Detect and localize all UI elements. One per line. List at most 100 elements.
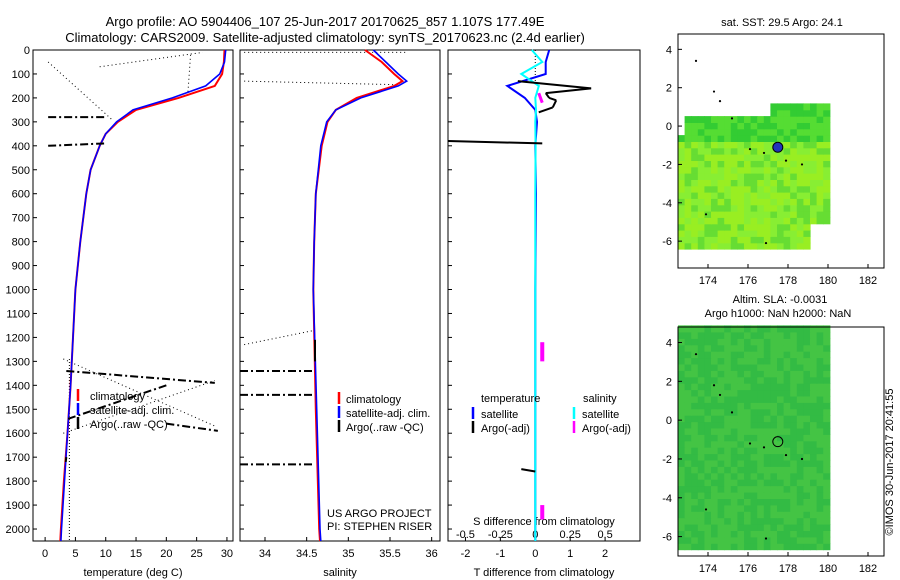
map-cell bbox=[823, 408, 831, 416]
map-cell bbox=[790, 453, 798, 461]
map-cell bbox=[790, 344, 798, 352]
map-cell bbox=[770, 511, 778, 519]
map-cell bbox=[717, 370, 725, 378]
map-cell bbox=[783, 192, 791, 199]
temp-legend-label: Argo(..raw -QC) bbox=[90, 419, 168, 431]
map-cell bbox=[823, 402, 831, 410]
map-cell bbox=[704, 147, 712, 155]
map-cell bbox=[810, 485, 818, 493]
map-cell bbox=[796, 217, 804, 225]
map-cell bbox=[803, 331, 811, 339]
map-cell bbox=[737, 434, 745, 442]
map-cell bbox=[796, 211, 804, 218]
map-cell bbox=[697, 453, 705, 461]
map-cell bbox=[711, 370, 719, 378]
map-cell bbox=[823, 160, 831, 168]
map-cell bbox=[744, 447, 752, 455]
map-cell bbox=[777, 173, 785, 180]
map-cell bbox=[737, 344, 745, 352]
sst-map-ytick-label: -2 bbox=[662, 159, 672, 171]
map-cell bbox=[704, 166, 712, 174]
map-cell bbox=[816, 434, 824, 442]
island-dot bbox=[764, 537, 768, 540]
map-cell bbox=[803, 109, 811, 117]
map-cell bbox=[790, 498, 798, 506]
map-cell bbox=[763, 536, 771, 544]
map-cell bbox=[750, 160, 758, 168]
map-cell bbox=[763, 524, 771, 531]
map-cell bbox=[823, 421, 831, 429]
map-cell bbox=[711, 389, 719, 397]
map-cell bbox=[691, 479, 699, 487]
map-cell bbox=[744, 466, 752, 474]
map-cell bbox=[763, 504, 771, 512]
map-cell bbox=[750, 122, 758, 130]
map-cell bbox=[823, 211, 831, 218]
map-cell bbox=[823, 389, 831, 397]
map-cell bbox=[750, 242, 758, 250]
map-cell bbox=[717, 472, 725, 480]
map-cell bbox=[711, 517, 719, 525]
map-cell bbox=[704, 325, 712, 333]
map-cell bbox=[757, 363, 765, 371]
map-cell bbox=[763, 230, 771, 237]
map-cell bbox=[744, 160, 752, 168]
map-cell bbox=[691, 211, 699, 218]
map-cell bbox=[770, 447, 778, 455]
map-cell bbox=[796, 363, 804, 371]
map-cell bbox=[711, 223, 719, 231]
map-cell bbox=[763, 204, 771, 212]
sla-map-subtitle: Argo h1000: NaN h2000: NaN bbox=[705, 308, 852, 320]
map-cell bbox=[810, 498, 818, 506]
map-cell bbox=[790, 242, 798, 250]
map-cell bbox=[678, 223, 686, 231]
map-cell bbox=[796, 236, 804, 244]
map-cell bbox=[697, 122, 705, 130]
map-cell bbox=[763, 453, 771, 461]
map-cell bbox=[796, 383, 804, 391]
map-cell bbox=[697, 389, 705, 397]
map-cell bbox=[744, 492, 752, 499]
map-cell bbox=[684, 472, 692, 480]
map-cell bbox=[691, 504, 699, 512]
map-cell bbox=[691, 453, 699, 461]
map-cell bbox=[790, 530, 798, 538]
map-cell bbox=[717, 338, 725, 346]
map-cell bbox=[763, 166, 771, 174]
map-cell bbox=[796, 434, 804, 442]
map-cell bbox=[704, 370, 712, 378]
temp-argo-segment bbox=[64, 457, 68, 463]
map-cell bbox=[803, 185, 811, 193]
map-cell bbox=[770, 331, 778, 339]
map-cell bbox=[704, 543, 712, 551]
map-cell bbox=[704, 402, 712, 410]
map-cell bbox=[790, 223, 798, 231]
map-cell bbox=[783, 122, 791, 130]
map-cell bbox=[770, 376, 778, 384]
map-cell bbox=[810, 128, 818, 136]
map-cell bbox=[744, 338, 752, 346]
map-cell bbox=[803, 211, 811, 218]
map-cell bbox=[790, 211, 798, 218]
map-cell bbox=[737, 363, 745, 371]
map-cell bbox=[724, 415, 732, 423]
map-cell bbox=[790, 504, 798, 512]
map-cell bbox=[790, 128, 798, 136]
map-cell bbox=[691, 370, 699, 378]
map-cell bbox=[816, 479, 824, 487]
map-cell bbox=[697, 242, 705, 250]
map-cell bbox=[678, 479, 686, 487]
temp-xlabel: temperature (deg C) bbox=[83, 567, 182, 579]
map-cell bbox=[717, 325, 725, 333]
map-cell bbox=[737, 498, 745, 506]
map-cell bbox=[796, 459, 804, 467]
map-cell bbox=[757, 236, 765, 244]
map-cell bbox=[684, 230, 692, 237]
map-cell bbox=[803, 472, 811, 480]
map-cell bbox=[737, 485, 745, 493]
map-cell bbox=[711, 415, 719, 423]
map-cell bbox=[730, 116, 738, 123]
diff-temp-argo-segment bbox=[538, 106, 554, 114]
map-cell bbox=[790, 217, 798, 225]
map-cell bbox=[783, 536, 791, 544]
